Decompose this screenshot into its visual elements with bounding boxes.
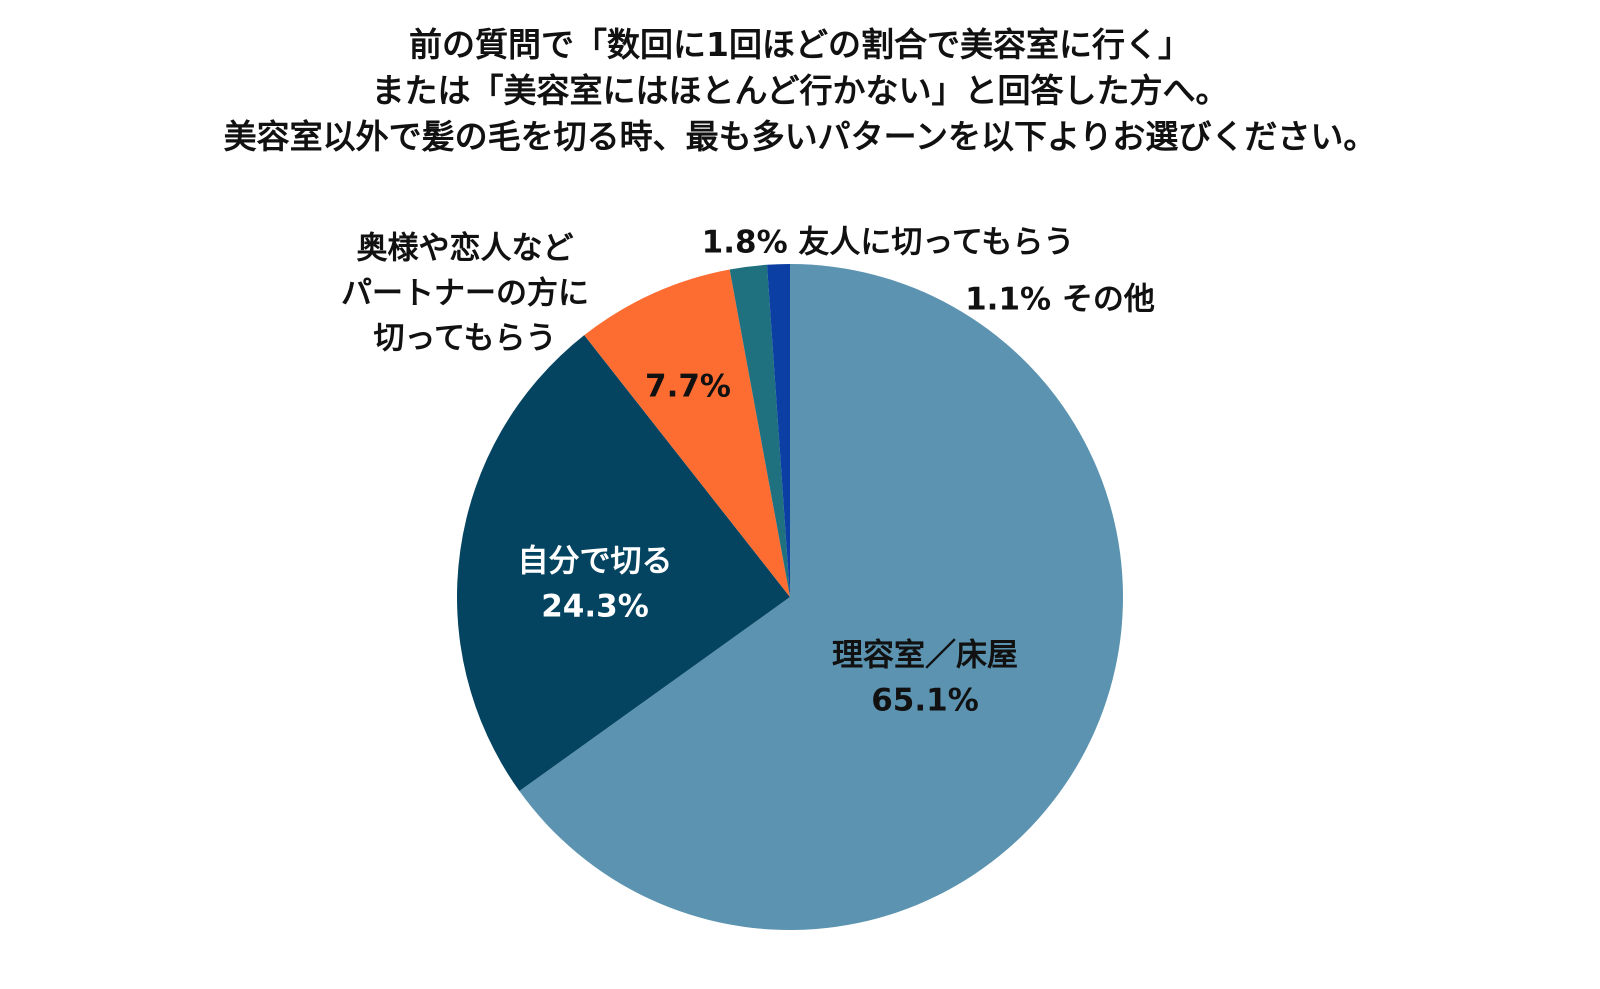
slice-label-4: 1.8% 友人に切ってもらう xyxy=(702,225,1075,261)
slice-label-5: 1.1% その他 xyxy=(965,282,1155,318)
chart-title-line-1: 前の質問で「数回に1回ほどの割合で美容室に行く」 xyxy=(409,25,1191,64)
pie-slice-3 xyxy=(584,269,790,597)
chart-title-line-2: または「美容室にはほとんど行かない」と回答した方へ。 xyxy=(371,71,1229,110)
slice-label-2: 自分で切る xyxy=(518,544,673,580)
slice-label-3-line-2: パートナーの方に xyxy=(341,276,589,312)
pie-slice-5 xyxy=(767,264,790,597)
pie-labels: 理容室／床屋 65.1% 自分で切る 24.3% 奥様や恋人などパートナーの方に切っても… xyxy=(341,225,1155,719)
slice-value-label-3: 7.7% xyxy=(645,369,731,405)
chart-title-line-3: 美容室以外で髪の毛を切る時、最も多いパターンを以下よりお選びください。 xyxy=(223,117,1377,156)
slice-label-3-line-3: 切ってもらう xyxy=(374,321,557,357)
slice-label-1: 理容室／床屋 xyxy=(832,638,1018,674)
pie-slice-4 xyxy=(729,264,790,597)
pie-slices xyxy=(456,264,1123,930)
pie-slice-1 xyxy=(519,264,1123,930)
chart-title: 前の質問で「数回に1回ほどの割合で美容室に行く」 または「美容室にはほとんど行か… xyxy=(0,22,1600,160)
slice-label-3-line-1: 奥様や恋人など xyxy=(357,231,574,267)
slice-value-label-2: 24.3% xyxy=(541,589,649,625)
pie-slice-2 xyxy=(456,335,790,792)
slice-value-label-1: 65.1% xyxy=(871,683,979,719)
